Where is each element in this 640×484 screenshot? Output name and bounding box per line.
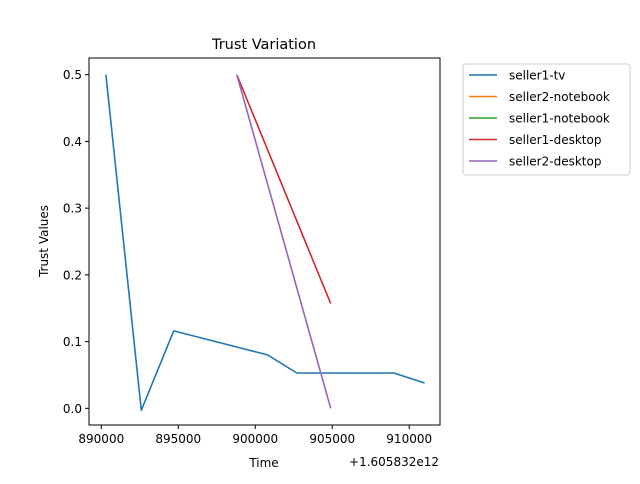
series-line-seller1-desktop [236, 74, 332, 304]
series-line-seller2-desktop [236, 74, 332, 409]
chart-title: Trust Variation [211, 37, 316, 53]
legend-label: seller2-notebook [509, 90, 610, 104]
y-tick-label: 0.4 [63, 135, 82, 149]
plot-frame [88, 57, 441, 426]
y-axis-label: Trust Values [37, 205, 51, 278]
legend-label: seller1-desktop [509, 133, 601, 147]
legend-label: seller2-desktop [509, 155, 601, 169]
legend-label: seller1-notebook [509, 112, 610, 126]
y-tick-label: 0.2 [63, 268, 82, 282]
x-offset-label: +1.605832e12 [349, 455, 439, 469]
y-tick-label: 0.1 [63, 335, 82, 349]
series-line-seller1-tv [105, 74, 425, 412]
x-tick-label: 895000 [155, 432, 201, 446]
legend-label: seller1-tv [509, 69, 565, 83]
series-layer [105, 74, 425, 412]
x-tick-label: 890000 [78, 432, 124, 446]
x-tick-label: 910000 [386, 432, 432, 446]
legend-frame [462, 63, 631, 176]
y-tick-label: 0.3 [63, 202, 82, 216]
y-axis: 0.0 0.1 0.2 0.3 0.4 0.5 [63, 68, 89, 416]
y-tick-label: 0.5 [63, 68, 82, 82]
legend: seller1-tv seller2-notebook seller1-notebo… [462, 63, 631, 176]
x-axis-label: Time [248, 456, 278, 470]
x-axis: 890000 895000 900000 905000 910000 [78, 425, 432, 446]
x-tick-label: 905000 [309, 432, 355, 446]
y-tick-label: 0.0 [63, 402, 82, 416]
x-tick-label: 900000 [232, 432, 278, 446]
